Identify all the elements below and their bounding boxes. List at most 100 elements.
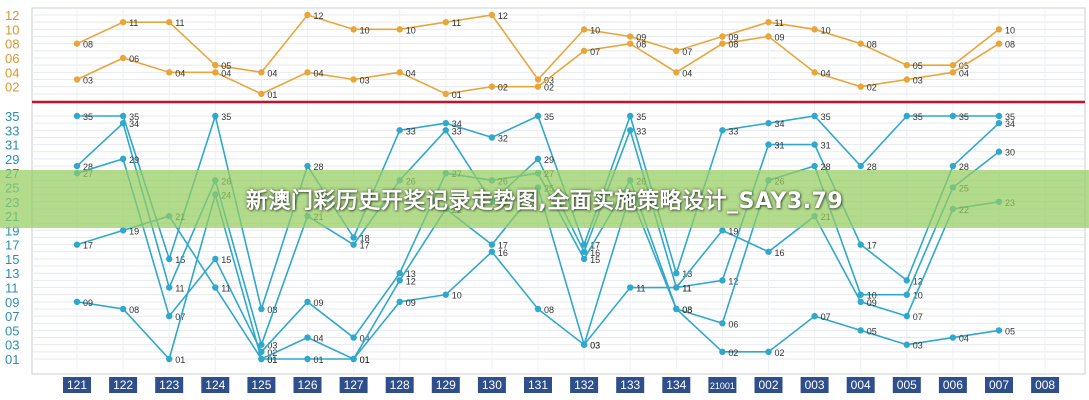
bottom-data-label: 11: [175, 284, 184, 294]
bottom-data-label: 28: [867, 162, 877, 172]
x-category-box: [1031, 377, 1060, 393]
bottom-data-point: [119, 112, 127, 120]
bottom-data-point: [488, 134, 496, 141]
bottom-data-point: [396, 270, 403, 277]
top-data-label: 10: [821, 25, 831, 35]
bottom-data-label: 09: [867, 298, 877, 308]
bottom-data-point: [73, 162, 81, 170]
bottom-data-point: [765, 119, 772, 127]
top-data-label: 03: [360, 76, 370, 86]
bottom-data-label: 17: [360, 241, 370, 251]
bottom-data-point: [903, 277, 910, 284]
bottom-data-label: 28: [83, 162, 93, 172]
top-data-point: [673, 47, 680, 55]
x-category-box: [846, 377, 875, 393]
top-data-point: [73, 40, 81, 47]
bottom-data-point: [166, 312, 173, 320]
bottom-data-label: 29: [544, 155, 554, 165]
top-data-label: 05: [221, 61, 231, 71]
bottom-data-point: [350, 355, 357, 363]
bottom-data-label: 19: [129, 226, 139, 236]
bottom-data-point: [903, 291, 910, 298]
bottom-data-point: [442, 119, 449, 127]
top-data-point: [442, 90, 449, 98]
bottom-data-label: 17: [498, 241, 508, 251]
bottom-data-point: [719, 320, 726, 327]
x-category-box: [708, 377, 737, 393]
top-data-label: 04: [821, 68, 831, 78]
top-data-label: 07: [590, 47, 600, 57]
bottom-data-label: 08: [682, 305, 692, 315]
x-category-box: [570, 377, 599, 393]
bottom-data-label: 11: [682, 284, 691, 294]
top-data-point: [534, 83, 542, 90]
top-data-point: [627, 33, 634, 40]
bottom-data-point: [857, 298, 864, 306]
bottom-data-label: 03: [590, 341, 600, 351]
top-data-point: [673, 69, 680, 76]
bottom-data-label: 18: [360, 234, 370, 244]
bottom-data-point: [166, 284, 173, 291]
top-data-label: 11: [129, 18, 138, 28]
bottom-data-point: [811, 162, 818, 170]
x-category-label: 123: [159, 378, 179, 392]
bottom-data-label: 01: [267, 355, 277, 365]
top-y-tick: 04: [5, 65, 19, 80]
x-category-label: 008: [1035, 378, 1055, 392]
bottom-data-label: 10: [867, 291, 877, 301]
x-category-label: 003: [805, 378, 825, 392]
top-data-point: [627, 40, 634, 47]
bottom-data-point: [627, 284, 634, 291]
top-data-label: 09: [728, 33, 738, 43]
bottom-data-point: [765, 348, 772, 356]
x-category-box: [524, 377, 552, 393]
bottom-data-label: 35: [821, 112, 831, 122]
bottom-data-label: 09: [83, 298, 93, 308]
x-category-label: 121: [67, 378, 87, 392]
x-category-box: [985, 377, 1013, 393]
bottom-data-point: [166, 255, 173, 263]
x-category-label: 130: [482, 378, 502, 392]
bottom-data-point: [396, 127, 403, 134]
top-data-point: [488, 83, 496, 90]
top-data-label: 03: [83, 76, 93, 86]
top-data-label: 11: [175, 18, 184, 28]
bottom-data-label: 35: [913, 112, 923, 122]
bottom-data-label: 01: [360, 355, 370, 365]
bottom-data-label: 15: [221, 255, 231, 265]
top-data-label: 10: [590, 25, 600, 35]
bottom-data-point: [673, 270, 680, 277]
top-data-label: 04: [175, 68, 185, 78]
bottom-data-point: [488, 248, 496, 255]
top-data-point: [258, 69, 265, 76]
bottom-data-label: 02: [728, 348, 738, 358]
top-data-label: 01: [452, 90, 462, 100]
bottom-data-label: 16: [775, 248, 785, 258]
bottom-data-point: [903, 312, 910, 320]
x-category-label: 134: [666, 378, 686, 392]
bottom-y-tick: 33: [5, 123, 19, 138]
bottom-data-label: 06: [728, 319, 738, 329]
top-data-label: 04: [406, 68, 416, 78]
top-data-label: 09: [775, 33, 785, 43]
bottom-y-tick: 05: [5, 323, 19, 338]
bottom-data-point: [304, 355, 311, 363]
bottom-data-label: 17: [867, 241, 877, 251]
top-data-point: [119, 54, 127, 62]
bottom-data-point: [719, 227, 726, 234]
bottom-data-point: [258, 305, 265, 313]
bottom-data-point: [811, 312, 818, 320]
bottom-data-label: 33: [452, 126, 462, 136]
top-data-point: [765, 18, 772, 26]
bottom-data-label: 29: [129, 155, 139, 165]
bottom-data-label: 01: [360, 355, 370, 365]
bottom-data-label: 17: [83, 241, 93, 251]
bottom-data-point: [580, 255, 588, 263]
bottom-data-point: [534, 155, 542, 163]
bottom-data-point: [304, 162, 311, 170]
top-data-point: [580, 47, 588, 55]
bottom-data-point: [396, 277, 403, 284]
bottom-data-label: 28: [314, 162, 324, 172]
bottom-y-tick: 17: [5, 238, 19, 253]
